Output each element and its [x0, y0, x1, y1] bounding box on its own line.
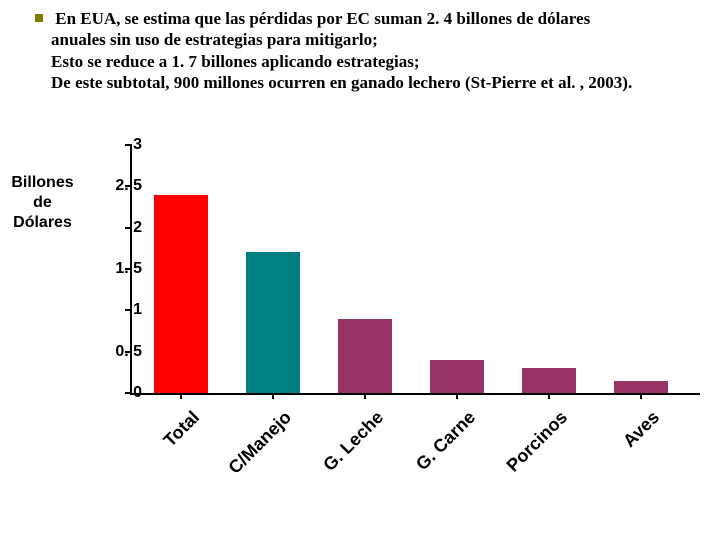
y-axis-title-line2: de	[33, 194, 52, 211]
x-tick	[548, 393, 550, 399]
y-tick-label: 1	[133, 301, 142, 319]
bar	[338, 319, 392, 393]
y-tick-label: 3	[133, 136, 142, 154]
bar	[246, 252, 300, 393]
y-axis-title-line3: Dólares	[13, 214, 72, 231]
y-tick-label: 0. 5	[115, 343, 142, 361]
x-axis-label: G. Carne	[380, 407, 480, 507]
bullet-icon	[35, 14, 43, 22]
slide: En EUA, se estima que las pérdidas por E…	[0, 0, 720, 540]
y-tick-label: 0	[133, 384, 142, 402]
x-tick	[180, 393, 182, 399]
x-tick	[456, 393, 458, 399]
y-tick	[125, 309, 132, 311]
x-axis-label: Aves	[564, 407, 664, 507]
x-tick	[640, 393, 642, 399]
x-axis-label: C/Manejo	[196, 407, 296, 507]
x-tick	[272, 393, 274, 399]
y-tick-label: 2	[133, 219, 142, 237]
text-line-1: En EUA, se estima que las pérdidas por E…	[55, 9, 590, 28]
x-axis-label: Porcinos	[472, 407, 572, 507]
y-axis-title-line1: Billones	[11, 174, 73, 191]
text-line-4: De este subtotal, 900 millones ocurren e…	[51, 73, 632, 92]
bar	[430, 360, 484, 393]
bar	[154, 195, 208, 393]
text-line-2: anuales sin uso de estrategias para miti…	[51, 30, 378, 49]
description-text: En EUA, se estima que las pérdidas por E…	[35, 8, 715, 93]
chart: Billones de Dólares 00. 511. 522. 53 Tot…	[0, 145, 720, 525]
text-line-3: Esto se reduce a 1. 7 billones aplicando…	[51, 52, 419, 71]
y-tick	[125, 144, 132, 146]
y-axis-title: Billones de Dólares	[0, 173, 85, 233]
y-tick-label: 2. 5	[115, 177, 142, 195]
plot-area	[130, 145, 700, 395]
y-tick	[125, 227, 132, 229]
y-tick-label: 1. 5	[115, 260, 142, 278]
x-tick	[364, 393, 366, 399]
bar	[522, 368, 576, 393]
bar	[614, 381, 668, 393]
x-axis-label: Total	[104, 407, 204, 507]
y-tick	[125, 392, 132, 394]
x-axis-label: G. Leche	[288, 407, 388, 507]
